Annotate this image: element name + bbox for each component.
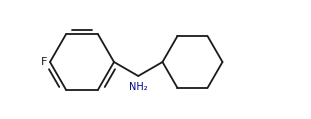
Text: F: F bbox=[41, 57, 47, 67]
Text: NH₂: NH₂ bbox=[129, 82, 147, 92]
